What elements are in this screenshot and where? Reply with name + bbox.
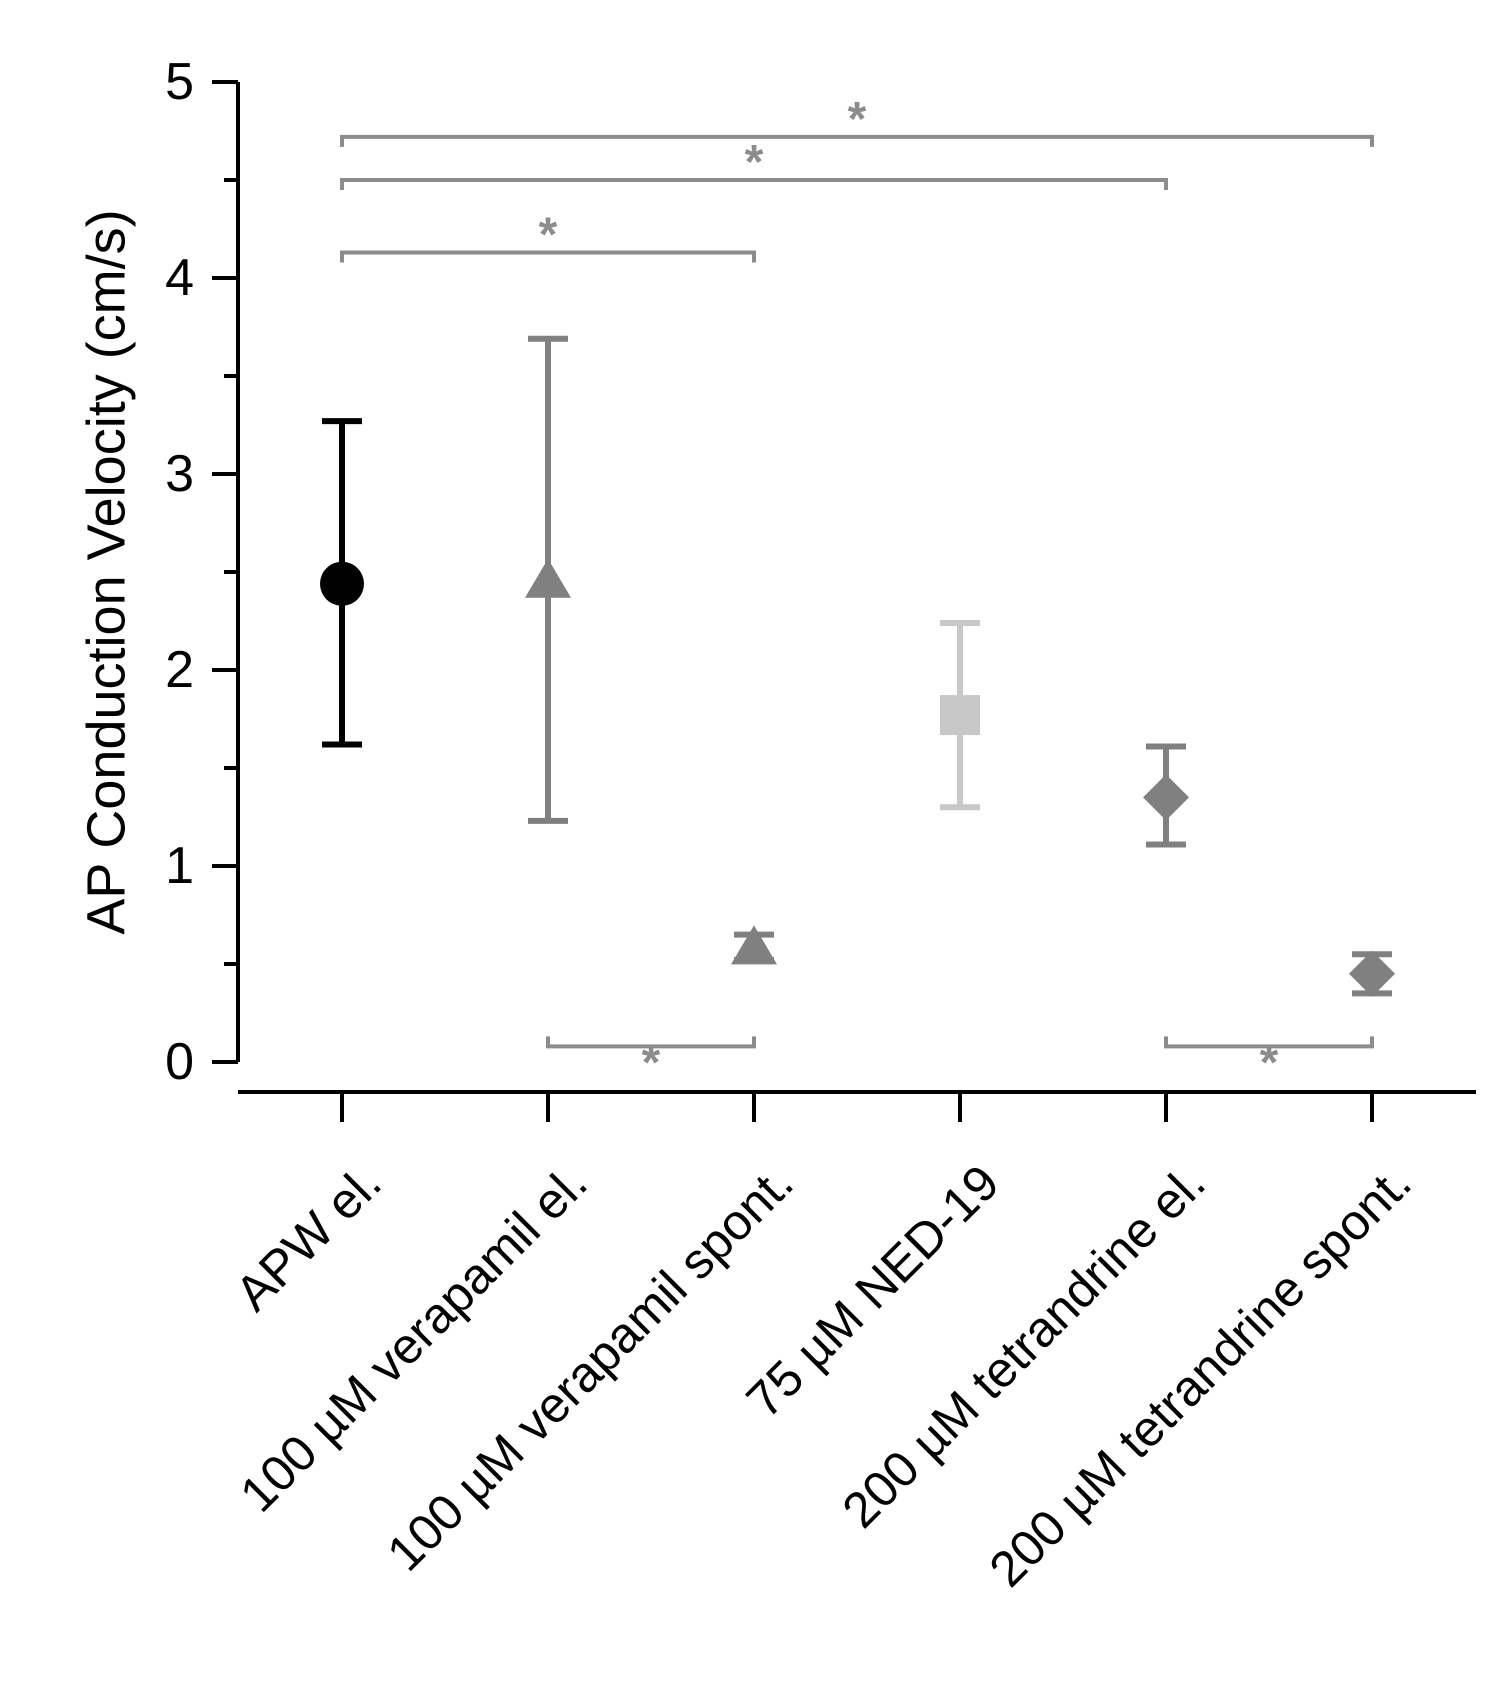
- data-points: [320, 335, 1395, 997]
- significance-bracket: [546, 1036, 756, 1049]
- significance-star: *: [539, 209, 558, 262]
- y-tick-label: 0: [165, 1033, 194, 1091]
- y-ticks: 0 1 2 3 4 5: [165, 53, 238, 1091]
- x-tick-label: 100 µM verapamil el.: [229, 1154, 597, 1522]
- y-axis-title: AP Conduction Velocity (cm/s): [76, 209, 136, 934]
- x-tick-label: 200 µM tetrandrine spont.: [979, 1154, 1422, 1597]
- y-tick-label: 3: [165, 445, 194, 503]
- marker-triangle: [525, 558, 571, 598]
- marker-diamond: [1143, 774, 1189, 821]
- significance-star: *: [848, 93, 867, 146]
- significance-bracket: [340, 250, 756, 263]
- x-tick-label: APW el.: [225, 1154, 392, 1321]
- significance-bracket: [340, 178, 1168, 190]
- significance-star: *: [642, 1036, 661, 1089]
- y-tick-label: 2: [165, 641, 194, 699]
- significance-brackets: * * * * *: [340, 93, 1374, 1089]
- significance-bracket: [1164, 1036, 1374, 1049]
- significance-star: *: [745, 136, 764, 189]
- y-tick-label: 1: [165, 837, 194, 895]
- marker-diamond: [1349, 950, 1395, 997]
- x-tick-label: 100 µM verapamil spont.: [376, 1154, 803, 1581]
- y-tick-label: 5: [165, 53, 194, 111]
- significance-star: *: [1260, 1036, 1279, 1089]
- marker-circle: [320, 561, 364, 606]
- x-tick-label: 200 µM tetrandrine el.: [832, 1154, 1216, 1538]
- significance-bracket: [340, 134, 1374, 147]
- marker-square: [940, 695, 980, 736]
- axes: AP Conduction Velocity (cm/s): [76, 82, 1476, 1094]
- x-ticks: APW el.100 µM verapamil el.100 µM verapa…: [225, 1092, 1422, 1597]
- y-tick-label: 4: [165, 249, 194, 307]
- marker-triangle: [731, 925, 777, 965]
